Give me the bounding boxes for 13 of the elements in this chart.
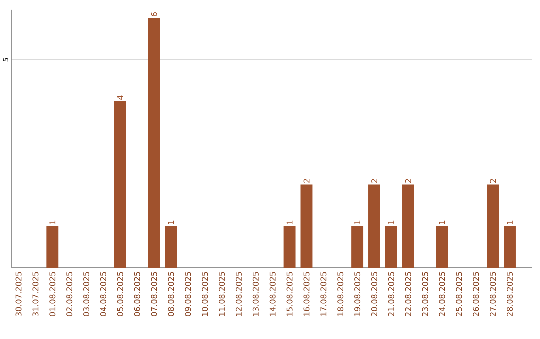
bar xyxy=(114,102,126,268)
bar xyxy=(165,226,178,268)
bar xyxy=(46,226,59,268)
bar xyxy=(504,226,516,268)
bar xyxy=(300,184,313,268)
bar xyxy=(436,226,448,268)
bar xyxy=(402,184,414,268)
bar xyxy=(487,184,500,268)
bar xyxy=(148,18,160,268)
bar xyxy=(385,226,398,268)
bar xyxy=(284,226,296,268)
bar xyxy=(368,184,380,268)
bar xyxy=(352,226,364,268)
